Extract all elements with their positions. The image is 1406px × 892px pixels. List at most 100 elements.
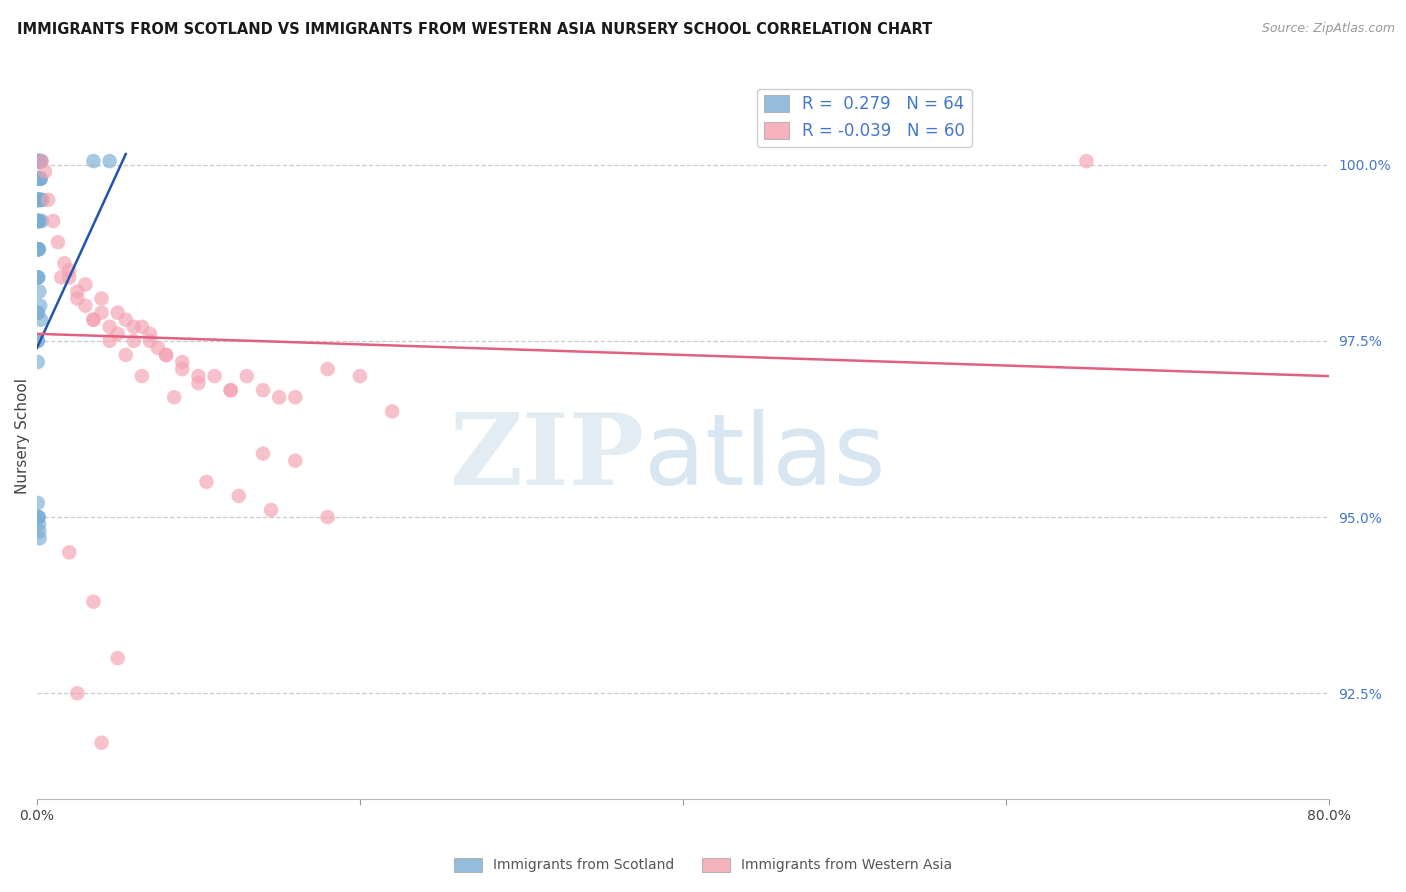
Point (28, 193, 51, 207)
Point (122, 334, 145, 348)
Point (269, 390, 291, 404)
Point (27, 334, 49, 348)
Point (30, 154, 52, 169)
Point (27, 242, 49, 256)
Point (114, 348, 136, 362)
Point (75, 299, 97, 313)
Point (27, 510, 49, 524)
Legend: R =  0.279   N = 64, R = -0.039   N = 60: R = 0.279 N = 64, R = -0.039 N = 60 (756, 88, 972, 146)
Point (252, 383, 274, 397)
Point (28, 171, 51, 186)
Point (228, 489, 250, 503)
Point (58, 263, 80, 277)
Point (27, 214, 49, 228)
Point (30, 171, 52, 186)
Point (28, 214, 51, 228)
Point (27, 193, 49, 207)
Point (163, 390, 186, 404)
Point (28, 242, 51, 256)
Point (82, 312, 104, 326)
Point (27, 214, 49, 228)
Point (316, 362, 339, 376)
Point (27, 214, 49, 228)
Point (30, 193, 52, 207)
Point (204, 369, 226, 384)
Point (30, 154, 52, 169)
Point (219, 383, 242, 397)
Point (139, 326, 162, 341)
Point (27, 242, 49, 256)
Point (28, 154, 51, 169)
Point (28, 510, 51, 524)
Point (98, 334, 121, 348)
Point (146, 341, 169, 355)
Point (155, 348, 177, 362)
Point (195, 475, 218, 489)
Point (28, 171, 51, 186)
Text: atlas: atlas (644, 409, 886, 507)
Point (28, 193, 51, 207)
Point (34, 164, 56, 178)
Point (139, 334, 162, 348)
Point (27, 171, 49, 186)
Point (82, 595, 104, 609)
Point (1076, 154, 1098, 169)
Text: Source: ZipAtlas.com: Source: ZipAtlas.com (1261, 22, 1395, 36)
Point (90, 306, 112, 320)
Point (27, 242, 49, 256)
Point (98, 319, 121, 334)
Point (58, 270, 80, 285)
Point (46, 235, 69, 249)
Point (27, 334, 49, 348)
Point (187, 369, 209, 384)
Point (28, 531, 51, 545)
Point (27, 193, 49, 207)
Point (349, 369, 371, 384)
Point (122, 319, 145, 334)
Point (82, 154, 104, 169)
Point (284, 390, 307, 404)
Point (58, 545, 80, 559)
Point (381, 404, 404, 418)
Point (31, 193, 53, 207)
Point (27, 154, 49, 169)
Point (316, 510, 339, 524)
Point (31, 154, 53, 169)
Point (30, 154, 52, 169)
Point (98, 154, 121, 169)
Point (107, 651, 129, 665)
Point (27, 242, 49, 256)
Point (28, 193, 51, 207)
Point (155, 348, 177, 362)
Point (42, 214, 65, 228)
Point (172, 362, 194, 376)
Point (27, 193, 49, 207)
Point (27, 510, 49, 524)
Point (90, 292, 112, 306)
Point (37, 193, 59, 207)
Point (27, 306, 49, 320)
Point (131, 319, 153, 334)
Point (187, 376, 209, 391)
Point (28, 214, 51, 228)
Text: ZIP: ZIP (449, 409, 644, 507)
Point (28, 154, 51, 169)
Point (30, 299, 52, 313)
Point (51, 270, 73, 285)
Point (66, 285, 89, 299)
Point (30, 312, 52, 326)
Point (28, 154, 51, 169)
Point (131, 369, 153, 384)
Point (90, 736, 112, 750)
Point (82, 312, 104, 326)
Text: IMMIGRANTS FROM SCOTLAND VS IMMIGRANTS FROM WESTERN ASIA NURSERY SCHOOL CORRELAT: IMMIGRANTS FROM SCOTLAND VS IMMIGRANTS F… (17, 22, 932, 37)
Point (28, 171, 51, 186)
Point (27, 270, 49, 285)
Point (27, 154, 49, 169)
Point (28, 171, 51, 186)
Point (236, 369, 259, 384)
Point (28, 517, 51, 532)
Point (53, 256, 76, 270)
Point (27, 270, 49, 285)
Point (114, 312, 136, 326)
